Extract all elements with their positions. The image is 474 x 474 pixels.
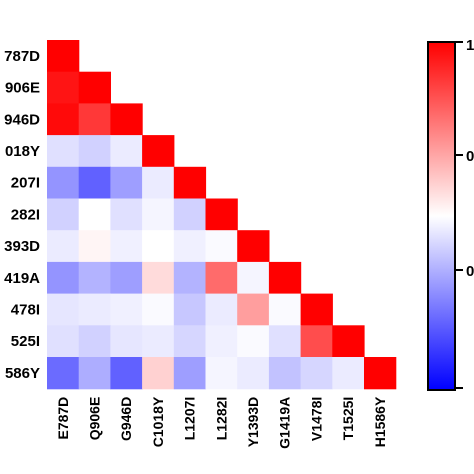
heatmap-cell [78, 71, 111, 104]
heatmap-cell [332, 357, 365, 390]
heatmap-cell [110, 325, 143, 358]
colorbar-gradient [427, 41, 456, 391]
column-label: V1478I [308, 397, 324, 441]
heatmap-cell [47, 40, 80, 73]
heatmap-cell [142, 135, 175, 168]
row-label: 906E [5, 80, 40, 97]
row-label: 282I [11, 206, 40, 223]
heatmap-cell [47, 166, 80, 200]
heatmap-cell [173, 293, 207, 326]
heatmap-cell [300, 325, 333, 358]
heatmap-cell [237, 357, 270, 390]
heatmap-cell [173, 357, 207, 390]
heatmap-cell [142, 198, 175, 231]
heatmap-cell [47, 103, 80, 136]
column-labels: E787D Q906E G946D C1018Y L1207I L1282I Y1393D G… [55, 396, 388, 449]
column-label: L1282I [213, 397, 229, 441]
row-labels: 787D 906E 946D 018Y 207I 282I 393D 419A 478I 525I… [4, 48, 40, 382]
column-label: G1419A [277, 397, 293, 449]
heatmap-cell [205, 198, 238, 231]
heatmap-cell [78, 293, 111, 326]
heatmap-cell [110, 357, 143, 390]
heatmap-cell [237, 325, 270, 358]
column-label: T1525I [340, 397, 356, 441]
colorbar-tick-label: 0 [466, 148, 474, 165]
column-label: C1018Y [150, 396, 166, 447]
heatmap-cell [142, 357, 175, 390]
heatmap-cell [300, 293, 333, 326]
heatmap-cell [205, 325, 238, 358]
heatmap-cell [300, 357, 333, 390]
heatmap-cell [78, 325, 111, 358]
heatmap-cell [78, 230, 111, 263]
heatmap-cell [268, 261, 302, 295]
heatmap-cell [205, 230, 238, 263]
heatmap-cell [142, 293, 175, 326]
heatmap-cell [205, 357, 238, 390]
row-label: 787D [4, 48, 40, 65]
heatmap-cell [237, 261, 270, 295]
heatmap-cell [173, 198, 207, 231]
row-label: 419A [4, 270, 40, 287]
heatmap-cell [173, 166, 207, 200]
heatmap-cell [268, 325, 302, 358]
heatmap-cell [205, 261, 238, 295]
row-label: 946D [4, 111, 40, 128]
heatmap-cell [173, 230, 207, 263]
row-label: 207I [11, 175, 40, 192]
heatmap-cell [110, 230, 143, 263]
colorbar-tick-label: 0 [466, 263, 474, 280]
heatmap-cell [237, 293, 270, 326]
column-label: Y1393D [245, 397, 261, 448]
heatmap-cell [78, 103, 111, 136]
heatmap-cell [268, 357, 302, 390]
heatmap-cell [142, 325, 175, 358]
heatmap-cell [110, 166, 143, 200]
colorbar: 1 0 0 [427, 37, 474, 391]
heatmap-cell [47, 71, 80, 104]
heatmap-cell [142, 230, 175, 263]
column-label: E787D [55, 397, 71, 440]
heatmap-cell [142, 166, 175, 200]
heatmap-cell [110, 261, 143, 295]
heatmap-cell [110, 135, 143, 168]
heatmap-cell [78, 166, 111, 200]
heatmap-cell [47, 230, 80, 263]
heatmap-cell [78, 357, 111, 390]
column-label: G946D [118, 397, 134, 441]
heatmap-cell [47, 135, 80, 168]
heatmap-cell [173, 261, 207, 295]
heatmap-cell [78, 135, 111, 168]
heatmap-cell [47, 293, 80, 326]
colorbar-tick-label: 1 [466, 37, 474, 54]
row-label: 525I [11, 333, 40, 350]
heatmap-cell [268, 293, 302, 326]
heatmap-cell [78, 198, 111, 231]
heatmap-cell [173, 325, 207, 358]
heatmap-cell [237, 230, 270, 263]
heatmap-cell [110, 293, 143, 326]
heatmap-cell [47, 325, 80, 358]
row-label: 586Y [5, 365, 40, 382]
heatmap-cell [78, 261, 111, 295]
heatmap-cell [47, 198, 80, 231]
row-label: 018Y [5, 143, 40, 160]
heatmap-cell [364, 357, 397, 390]
column-label: L1207I [182, 397, 198, 441]
heatmap-cells [47, 40, 397, 390]
heatmap-cell [47, 261, 80, 295]
column-label: H1586Y [372, 396, 388, 447]
row-label: 393D [4, 238, 40, 255]
heatmap-cell [47, 357, 80, 390]
column-label: Q906E [87, 397, 103, 441]
heatmap-cell [142, 261, 175, 295]
heatmap-cell [110, 198, 143, 231]
heatmap-cell [110, 103, 143, 136]
heatmap-cell [332, 325, 365, 358]
heatmap-cell [205, 293, 238, 326]
row-label: 478I [11, 301, 40, 318]
